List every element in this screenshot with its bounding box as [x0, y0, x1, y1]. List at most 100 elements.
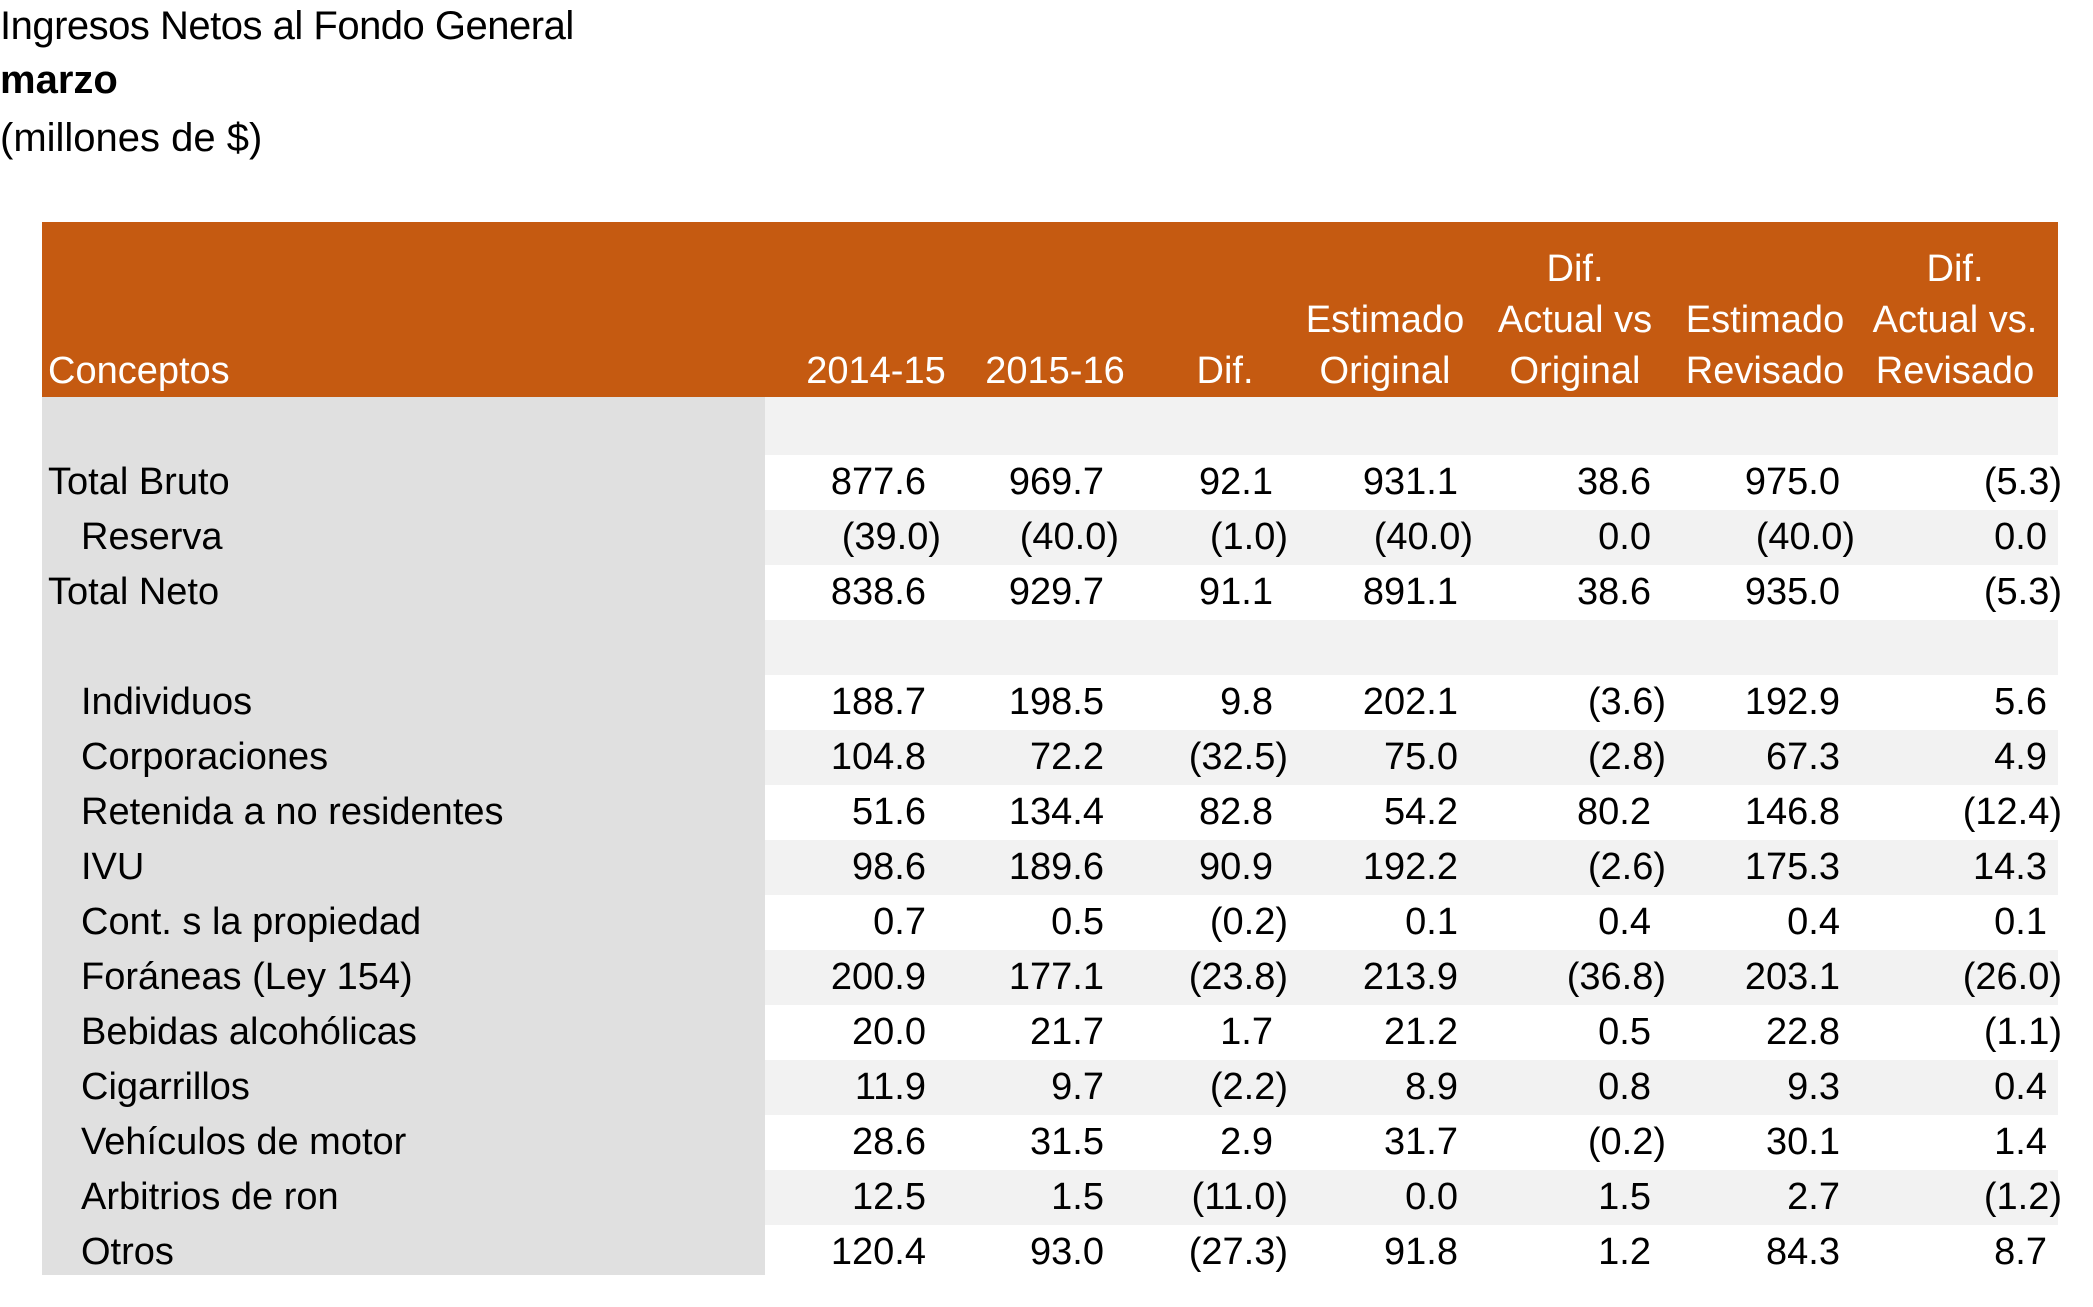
- row-band: [765, 675, 2058, 730]
- header-estimado-original: Estimado Original: [1290, 295, 1480, 397]
- report-units: (millones de $): [0, 116, 263, 160]
- row-label: IVU: [81, 846, 145, 888]
- cell-estimado-original: 891.1: [1362, 571, 1458, 613]
- row-label: Cigarrillos: [81, 1066, 250, 1108]
- cell-dif-revisado: 5.6: [1994, 681, 2047, 723]
- cell-estimado-revisado: 67.3: [1766, 736, 1840, 778]
- cell-dif-original: 0.5: [1598, 1011, 1651, 1053]
- table-row: Foráneas (Ley 154) 200.9 177.1 (23.8) 213.9 (…: [0, 950, 2093, 1005]
- row-band: [765, 455, 2058, 510]
- row-label: Individuos: [81, 681, 253, 723]
- cell-estimado-revisado: 30.1: [1766, 1121, 1840, 1163]
- row-label: Total Bruto: [48, 461, 230, 503]
- cell-2015-16: 21.7: [1030, 1011, 1104, 1053]
- cell-2014-15: 0.7: [873, 901, 926, 943]
- cell-2014-15: (39.0): [841, 516, 941, 558]
- cell-dif-original: 80.2: [1577, 791, 1651, 833]
- header-estimado-original-line1: Estimado: [1305, 299, 1465, 341]
- cell-dif-revisado: (26.0): [1962, 956, 2062, 998]
- cell-2015-16: 198.5: [1008, 681, 1104, 723]
- table-row: Total Bruto 877.6 969.7 92.1 931.1 38.6 975.0 (…: [0, 455, 2093, 510]
- cell-dif: 91.1: [1199, 571, 1273, 613]
- header-dif-actual-vs-revisado-line1: Dif.: [1926, 248, 1984, 290]
- row-label: Otros: [81, 1231, 174, 1273]
- cell-dif-revisado: 0.4: [1994, 1066, 2047, 1108]
- cell-dif: 9.8: [1220, 681, 1273, 723]
- table-row: Cont. s la propiedad 0.7 0.5 (0.2) 0.1 0.4 0.4…: [0, 895, 2093, 950]
- cell-estimado-original: 54.2: [1384, 791, 1458, 833]
- row-band: [765, 1005, 2058, 1060]
- header-dif-actual-vs-revisado-line2: Actual vs.: [1872, 299, 2038, 341]
- header-dif-actual-vs-original: Dif. Actual vs Original: [1480, 244, 1670, 397]
- cell-2015-16: 189.6: [1008, 846, 1104, 888]
- table-row: Reserva (39.0) (40.0) (1.0) (40.0) 0.0 (40.0) 0…: [0, 510, 2093, 565]
- cell-estimado-original: 931.1: [1362, 461, 1458, 503]
- cell-dif-original: (3.6): [1587, 681, 1666, 723]
- header-estimado-original-line2: Original: [1319, 350, 1451, 392]
- cell-dif: (23.8): [1188, 956, 1288, 998]
- cell-estimado-revisado: 975.0: [1744, 461, 1840, 503]
- header-dif-actual-vs-original-line2: Actual vs: [1497, 299, 1653, 341]
- row-band: [765, 785, 2058, 840]
- cell-2014-15: 12.5: [852, 1176, 926, 1218]
- cell-2014-15: 11.9: [854, 1066, 926, 1108]
- cell-2014-15: 200.9: [830, 956, 926, 998]
- cell-dif-revisado: (5.3): [1983, 461, 2062, 503]
- header-dif-actual-vs-original-line1: Dif.: [1546, 248, 1604, 290]
- table-row: Arbitrios de ron 12.5 1.5 (11.0) 0.0 1.5 2.7 (1…: [0, 1170, 2093, 1225]
- cell-2015-16: 9.7: [1051, 1066, 1104, 1108]
- table-row: Vehículos de motor 28.6 31.5 2.9 31.7 (0.2) 30…: [0, 1115, 2093, 1170]
- cell-2015-16: 969.7: [1008, 461, 1104, 503]
- cell-estimado-original: 75.0: [1384, 736, 1458, 778]
- cell-2015-16: 72.2: [1030, 736, 1104, 778]
- cell-2015-16: 929.7: [1008, 571, 1104, 613]
- cell-dif-original: (2.6): [1587, 846, 1666, 888]
- cell-dif: 92.1: [1199, 461, 1273, 503]
- cell-2015-16: 0.5: [1051, 901, 1104, 943]
- cell-dif-original: (0.2): [1587, 1121, 1666, 1163]
- row-label: Corporaciones: [81, 736, 329, 778]
- header-conceptos: Conceptos: [48, 350, 230, 392]
- cell-dif: 1.7: [1220, 1011, 1273, 1053]
- row-label: Reserva: [81, 516, 223, 558]
- row-label: Arbitrios de ron: [81, 1176, 339, 1218]
- cell-2014-15: 188.7: [830, 681, 926, 723]
- cell-dif-original: 38.6: [1577, 461, 1651, 503]
- cell-estimado-revisado: 203.1: [1744, 956, 1840, 998]
- cell-2014-15: 120.4: [830, 1231, 926, 1273]
- cell-estimado-revisado: 84.3: [1766, 1231, 1840, 1273]
- table-row: Otros 120.4 93.0 (27.3) 91.8 1.2 84.3 8.7: [0, 1225, 2093, 1280]
- cell-2015-16: 134.4: [1008, 791, 1104, 833]
- row-label: Foráneas (Ley 154): [81, 956, 413, 998]
- cell-estimado-revisado: 146.8: [1744, 791, 1840, 833]
- report-period: marzo: [0, 58, 118, 102]
- header-2015-16: 2015-16: [960, 346, 1150, 397]
- cell-dif: (0.2): [1209, 901, 1288, 943]
- cell-2014-15: 104.8: [830, 736, 926, 778]
- cell-estimado-original: 0.1: [1405, 901, 1458, 943]
- cell-estimado-original: 21.2: [1384, 1011, 1458, 1053]
- table-header: Conceptos 2014-15 2015-16 Dif. Estimado …: [42, 222, 2058, 397]
- cell-estimado-revisado: 175.3: [1744, 846, 1840, 888]
- cell-estimado-original: 213.9: [1362, 956, 1458, 998]
- cell-dif: (32.5): [1188, 736, 1288, 778]
- cell-dif-revisado: 14.3: [1973, 846, 2047, 888]
- header-dif: Dif.: [1150, 346, 1300, 397]
- row-band: [765, 1225, 2058, 1280]
- row-band: [765, 895, 2058, 950]
- cell-dif: (2.2): [1209, 1066, 1288, 1108]
- row-label: Total Neto: [48, 571, 220, 613]
- cell-2014-15: 28.6: [852, 1121, 926, 1163]
- row-label: Vehículos de motor: [81, 1121, 407, 1163]
- cell-2015-16: (40.0): [1019, 516, 1119, 558]
- cell-estimado-original: 31.7: [1384, 1121, 1458, 1163]
- header-2014-15-line1: 2014-15: [806, 350, 946, 392]
- cell-dif-revisado: 4.9: [1994, 736, 2047, 778]
- header-estimado-revisado-line1: Estimado: [1685, 299, 1845, 341]
- label-column-background: [42, 397, 765, 1275]
- cell-estimado-original: (40.0): [1373, 516, 1473, 558]
- cell-dif-original: 1.2: [1598, 1231, 1651, 1273]
- cell-estimado-revisado: 9.3: [1787, 1066, 1840, 1108]
- cell-2014-15: 51.6: [852, 791, 926, 833]
- cell-dif-revisado: (5.3): [1983, 571, 2062, 613]
